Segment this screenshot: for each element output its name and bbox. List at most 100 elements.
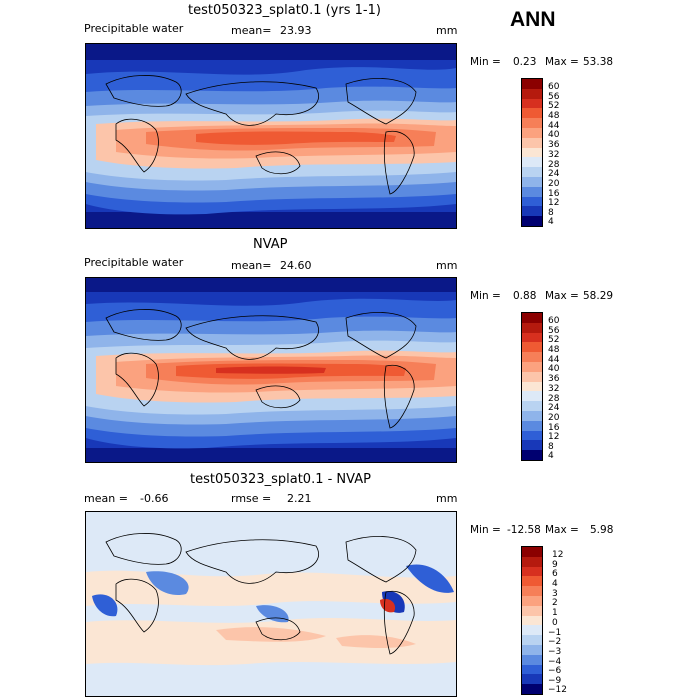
panel2-cb-label: 52 [548,335,560,345]
panel1-cb-label: 60 [548,82,560,92]
swatch [522,196,542,207]
panel2-cb-label: 28 [548,394,560,404]
swatch [522,430,542,441]
panel3-colorbar [521,546,543,695]
panel2-colorbar [521,312,543,461]
swatch [522,684,542,694]
panel2-cb-label: 44 [548,355,560,365]
diff-neg-1 [146,571,189,596]
panel3-cb-label: 0 [552,618,558,628]
panel2-cb-label: 16 [548,423,560,433]
swatch [522,186,542,197]
panel3-map [85,511,457,697]
panel2-cb-label: 20 [548,413,560,423]
panel3-title: test050323_splat0.1 - NVAP [190,472,371,487]
diff-neg-2 [406,564,454,593]
panel3-max-value: 5.98 [590,524,614,536]
panel3-map-svg [86,512,456,696]
panel2-cb-label: 60 [548,316,560,326]
swatch [522,644,542,655]
panel2-min-label: Min = [470,290,501,302]
band-52 [216,366,326,374]
panel3-rmse-label: rmse = [231,492,272,505]
panel2-title: NVAP [253,237,288,252]
swatch [522,586,542,596]
band-48 [196,131,396,145]
panel1-min-value: 0.23 [513,56,537,68]
panel2-max-value: 58.29 [583,290,614,302]
swatch [522,88,542,99]
panel2-mean-value: 24.60 [280,259,312,272]
panel1-cb-label: 52 [548,101,560,111]
swatch [522,625,542,636]
panel3-cb-label: −9 [548,676,562,686]
panel1-cb-label: 36 [548,140,560,150]
panel2-max-label: Max = [545,290,579,302]
panel1-cb-label: 40 [548,130,560,140]
panel1-variable-label: Precipitable water [84,22,184,35]
panel1-map-svg [86,44,456,228]
panel3-cb-label: −6 [548,666,562,676]
panel3-cb-label: 3 [552,589,558,599]
swatch [522,381,542,392]
swatch [522,615,542,626]
swatch [522,127,542,138]
panel3-cb-label: 6 [552,569,558,579]
panel3-cb-label: 12 [552,550,564,560]
swatch [522,79,542,89]
panel1-max-value: 53.38 [583,56,614,68]
swatch [522,674,542,685]
swatch [522,147,542,158]
panel1-cb-label: 16 [548,189,560,199]
swatch [522,157,542,168]
panel2-map [85,277,457,463]
panel3-min-value: -12.58 [507,524,541,536]
panel3-min-label: Min = [470,524,501,536]
swatch [522,342,542,353]
panel1-cb-label: 56 [548,92,560,102]
panel3-max-label: Max = [545,524,579,536]
panel2-cb-label: 32 [548,384,560,394]
panel2-cb-label: 48 [548,345,560,355]
swatch [522,605,542,616]
panel2-min-value: 0.88 [513,290,537,302]
swatch [522,410,542,421]
panel2-variable-label: Precipitable water [84,256,184,269]
swatch [522,420,542,431]
panel1-mean-value: 23.93 [280,24,312,37]
panel1-cb-label: 12 [548,198,560,208]
panel1-colorbar [521,78,543,227]
panel1-cb-label: 24 [548,169,560,179]
swatch [522,401,542,411]
panel2-cb-label: 8 [548,442,554,452]
coastlines [105,75,417,195]
swatch [522,167,542,177]
panel1-title: test050323_splat0.1 (yrs 1-1) [188,3,381,18]
coastlines [105,309,417,429]
panel3-cb-label: −3 [548,647,562,657]
panel1-map [85,43,457,229]
panel1-min-label: Min = [470,56,501,68]
swatch [522,371,542,382]
panel3-cb-label: −1 [548,628,562,638]
panel2-mean-label: mean= [231,259,272,272]
panel1-cb-label: 32 [548,150,560,160]
swatch [522,206,542,217]
swatch [522,108,542,119]
panel3-mean-value: -0.66 [140,492,169,505]
swatch [522,322,542,333]
panel1-cb-label: 4 [548,217,554,227]
panel3-cb-label: −4 [548,657,562,667]
panel2-cb-label: 4 [548,451,554,461]
swatch [522,654,542,665]
panel2-map-svg [86,278,456,462]
panel2-cb-label: 40 [548,364,560,374]
swatch [522,450,542,460]
panel3-cb-label: 9 [552,560,558,570]
diff-pos-4 [336,635,416,648]
panel2-cb-label: 12 [548,432,560,442]
panel3-cb-label: 4 [552,579,558,589]
panel1-units: mm [436,24,458,37]
panel2-units: mm [436,259,458,272]
swatch [522,556,542,567]
